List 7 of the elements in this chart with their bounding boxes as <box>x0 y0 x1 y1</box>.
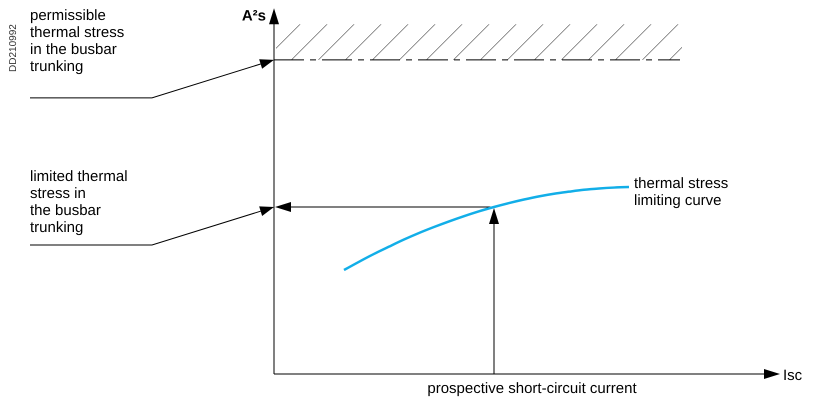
text: prospective short-circuit current <box>427 380 638 397</box>
text: DD210992 <box>8 24 19 72</box>
text: limited thermal stress in the busbar trunking <box>30 168 128 236</box>
text: A²s <box>242 7 266 24</box>
x-axis-title: Isc <box>783 367 803 384</box>
text: permissible thermal stress in the busbar trunking <box>30 6 124 75</box>
series-label: thermal stress limiting curve <box>634 175 728 209</box>
